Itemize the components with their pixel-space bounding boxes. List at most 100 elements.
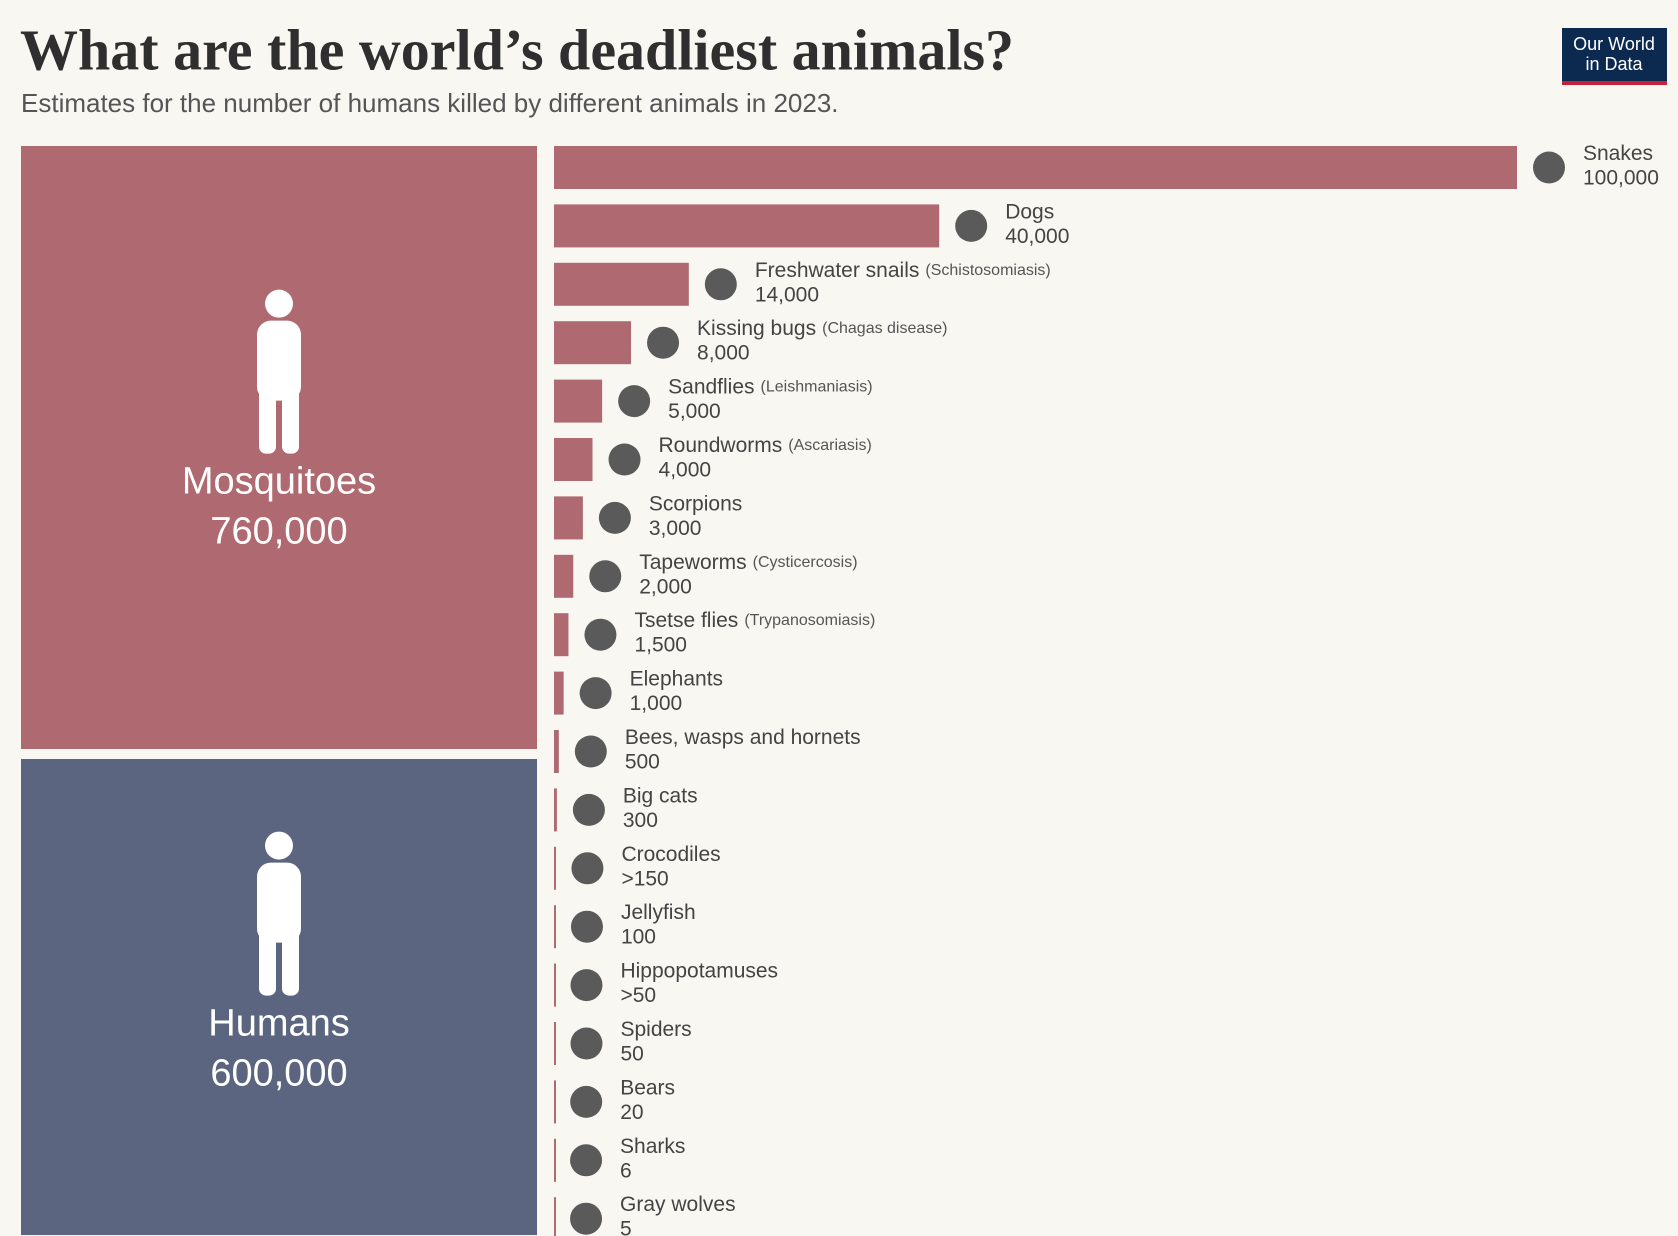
animal-icon [647, 326, 680, 359]
bar-label-note: (Cysticercosis) [753, 554, 858, 571]
bar-label-name: Tapeworms [639, 550, 746, 573]
bar-label-name: Bears [620, 1076, 675, 1099]
logo-box [1562, 28, 1667, 83]
bar-label: Hippopotamuses [620, 959, 778, 982]
value-label: 300 [623, 809, 658, 832]
value-label: 6 [620, 1159, 632, 1182]
bar [554, 963, 556, 1007]
bar [554, 613, 569, 657]
bar-label: Sandflies (Leishmaniasis) [668, 375, 872, 398]
bar [554, 262, 689, 306]
bar-label-note: (Chagas disease) [822, 320, 947, 337]
value-label: 20 [620, 1101, 643, 1124]
bar-label-name: Hippopotamuses [620, 959, 778, 982]
animal-icon [574, 735, 607, 768]
animal-icon [570, 969, 603, 1002]
animal-icon [572, 793, 605, 826]
value-label: 100 [621, 926, 656, 949]
bar-label-name: Tsetse flies [634, 609, 738, 632]
highlight-value: 600,000 [210, 1053, 347, 1095]
bar-label-name: Scorpions [649, 492, 742, 515]
bar-label-name: Crocodiles [621, 842, 720, 865]
bar [554, 146, 1517, 189]
value-label: 50 [620, 1043, 643, 1066]
value-label: 3,000 [649, 517, 702, 540]
icon-part [265, 289, 293, 318]
highlight-block [21, 146, 537, 749]
bar-label: Kissing bugs (Chagas disease) [697, 317, 947, 340]
highlight-block [21, 759, 537, 1236]
bar-label-name: Roundworms [659, 434, 783, 457]
bar [554, 496, 583, 540]
bar-label-name: Snakes [1583, 142, 1653, 165]
bar [554, 671, 564, 715]
animal-icon [579, 677, 612, 710]
bar-label-note: (Schistosomiasis) [925, 262, 1050, 279]
animal-icon [955, 209, 988, 242]
bar [554, 438, 593, 481]
bar [554, 1022, 556, 1065]
bar-label-name: Dogs [1005, 200, 1054, 223]
bar-label-name: Freshwater snails [755, 258, 920, 281]
animal-icon [570, 1144, 603, 1177]
value-label: 5 [620, 1218, 632, 1236]
highlight-name: Humans [208, 1003, 350, 1045]
logo-text: in Data [1585, 54, 1643, 74]
bar-label: Sharks [620, 1134, 685, 1157]
highlight-icon [257, 289, 301, 454]
bar [554, 905, 556, 949]
logo-stripe [1562, 81, 1667, 85]
bar-label-name: Sharks [620, 1134, 685, 1157]
bar-label-name: Elephants [630, 667, 723, 690]
bar [554, 1197, 556, 1236]
icon-part [282, 383, 299, 454]
animal-icon [704, 268, 737, 301]
logo-text: Our World [1573, 34, 1655, 54]
bar-label-note: (Leishmaniasis) [761, 379, 873, 396]
bar-label: Tapeworms (Cysticercosis) [639, 550, 857, 573]
bar [554, 379, 603, 423]
bar-label-name: Bees, wasps and hornets [625, 726, 861, 749]
bar-label: Elephants [630, 667, 723, 690]
chart-title: What are the world’s deadliest animals? [20, 17, 1014, 82]
icon-part [259, 925, 276, 996]
bar-label-name: Spiders [620, 1018, 691, 1041]
bar-label: Scorpions [649, 492, 742, 515]
animal-icon [570, 1027, 603, 1060]
icon-part [265, 831, 293, 860]
logo[interactable]: Our World in Data [1562, 28, 1667, 85]
animal-icon [584, 618, 617, 651]
bar-label: Freshwater snails (Schistosomiasis) [755, 258, 1051, 281]
value-label: 8,000 [697, 342, 750, 365]
bar [554, 846, 556, 890]
value-label: 5,000 [668, 400, 721, 423]
highlight-icon [257, 831, 301, 996]
value-label: 40,000 [1005, 225, 1069, 248]
bar [554, 321, 632, 365]
value-label: 1,500 [634, 634, 687, 657]
bar [554, 554, 574, 598]
bar-label: Bees, wasps and hornets [625, 726, 861, 749]
highlight-value: 760,000 [210, 511, 347, 553]
bar-label-name: Sandflies [668, 375, 754, 398]
animal-icon [608, 443, 641, 476]
value-label: 14,000 [755, 283, 819, 306]
bar-label-name: Jellyfish [621, 901, 696, 924]
bar-label: Crocodiles [621, 842, 720, 865]
value-label: >150 [621, 867, 668, 890]
bar-label-name: Big cats [623, 784, 698, 807]
bar-label: Snakes [1583, 142, 1653, 165]
animal-icon [571, 852, 604, 885]
value-label: >50 [620, 984, 656, 1007]
icon-part [257, 862, 301, 943]
value-label: 100,000 [1583, 167, 1659, 190]
bar [554, 788, 557, 832]
bar-label: Dogs [1005, 200, 1054, 223]
value-label: 4,000 [659, 459, 712, 482]
bar-label-note: (Ascariasis) [788, 437, 872, 454]
value-label: 2,000 [639, 575, 692, 598]
animal-icon [570, 1085, 603, 1118]
bar-label: Gray wolves [620, 1193, 736, 1216]
animal-icon [598, 501, 631, 534]
bar-label: Roundworms (Ascariasis) [659, 434, 872, 457]
